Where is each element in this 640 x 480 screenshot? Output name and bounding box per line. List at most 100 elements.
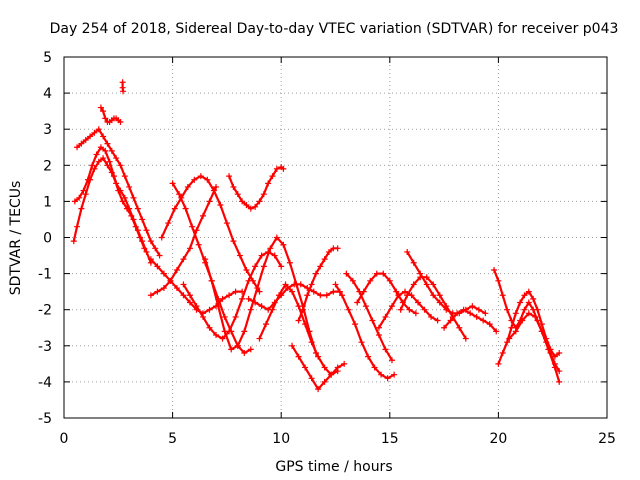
chart-title: Day 254 of 2018, Sidereal Day-to-day VTE…: [50, 21, 619, 37]
series-s23: [441, 306, 500, 335]
series-s14: [256, 281, 341, 378]
data-point: [302, 364, 309, 371]
y-tick-label: -5: [38, 411, 52, 427]
data-point: [167, 277, 174, 284]
data-point: [91, 165, 98, 172]
data-point: [378, 371, 385, 378]
data-point: [423, 281, 430, 288]
data-point: [141, 245, 148, 252]
data-point: [121, 194, 128, 201]
series-trace: [345, 272, 394, 362]
data-point: [504, 339, 511, 346]
data-point: [160, 270, 167, 277]
data-point: [184, 183, 191, 190]
data-point: [315, 386, 322, 393]
data-point: [441, 324, 448, 331]
data-point: [100, 108, 107, 115]
y-tick-label: -4: [38, 375, 52, 391]
x-tick-label: 10: [272, 431, 290, 447]
data-point: [365, 353, 372, 360]
series-s5: [119, 79, 127, 95]
data-point: [375, 331, 382, 338]
data-point: [289, 342, 296, 349]
data-point: [82, 191, 89, 198]
data-point: [180, 281, 187, 288]
data-point: [525, 310, 532, 317]
data-point: [415, 299, 422, 306]
plot-frame: [63, 56, 608, 419]
data-point: [280, 165, 287, 172]
data-point: [236, 252, 243, 259]
data-point: [202, 256, 209, 263]
data-point: [308, 281, 315, 288]
y-tick-label: 0: [43, 231, 52, 247]
series-s12: [226, 164, 287, 212]
data-point: [519, 317, 526, 324]
data-point: [193, 303, 200, 310]
data-point: [508, 324, 515, 331]
data-point: [499, 350, 506, 357]
data-point: [204, 176, 211, 183]
data-point: [210, 187, 217, 194]
data-point: [173, 285, 180, 292]
data-point: [456, 324, 463, 331]
data-point: [339, 292, 346, 299]
data-point: [258, 252, 265, 259]
data-point: [256, 335, 263, 342]
series-trace: [334, 283, 396, 380]
data-point: [130, 194, 137, 201]
series-s4: [97, 104, 124, 125]
data-point: [423, 274, 430, 281]
data-point: [78, 205, 85, 212]
data-point: [469, 303, 476, 310]
data-point: [143, 227, 150, 234]
series-trace: [160, 175, 261, 293]
data-point: [180, 256, 187, 263]
data-point: [247, 306, 254, 313]
data-point: [226, 173, 233, 180]
data-point: [273, 165, 280, 172]
data-point: [180, 292, 187, 299]
data-point: [156, 252, 163, 259]
data-point: [334, 364, 341, 371]
series-s19: [354, 270, 419, 317]
data-point: [221, 328, 228, 335]
data-point: [495, 277, 502, 284]
y-tick-label: 5: [43, 50, 52, 66]
data-point: [276, 292, 283, 299]
data-point: [221, 313, 228, 320]
data-point: [417, 270, 424, 277]
data-point: [126, 183, 133, 190]
data-point: [341, 360, 348, 367]
data-point: [473, 313, 480, 320]
data-point: [76, 194, 83, 201]
data-point: [104, 162, 111, 169]
data-point: [232, 313, 239, 320]
series-trace: [508, 312, 561, 383]
series-s2: [71, 144, 148, 252]
data-point: [312, 270, 319, 277]
data-point: [375, 324, 382, 331]
series-trace: [75, 128, 161, 257]
data-point: [454, 310, 461, 317]
data-point: [186, 292, 193, 299]
data-point: [226, 292, 233, 299]
data-point: [239, 198, 246, 205]
data-point: [517, 299, 524, 306]
data-point: [119, 79, 126, 86]
data-point: [215, 303, 222, 310]
data-point: [391, 371, 398, 378]
data-point: [213, 183, 220, 190]
data-point: [480, 317, 487, 324]
data-point: [206, 306, 213, 313]
data-point: [360, 288, 367, 295]
data-point: [74, 223, 81, 230]
y-tick-label: -1: [38, 267, 52, 283]
data-point: [291, 281, 298, 288]
data-point: [104, 140, 111, 147]
data-point: [532, 313, 539, 320]
data-point: [147, 292, 154, 299]
data-point: [120, 88, 127, 95]
data-point: [234, 342, 241, 349]
data-point: [100, 133, 107, 140]
